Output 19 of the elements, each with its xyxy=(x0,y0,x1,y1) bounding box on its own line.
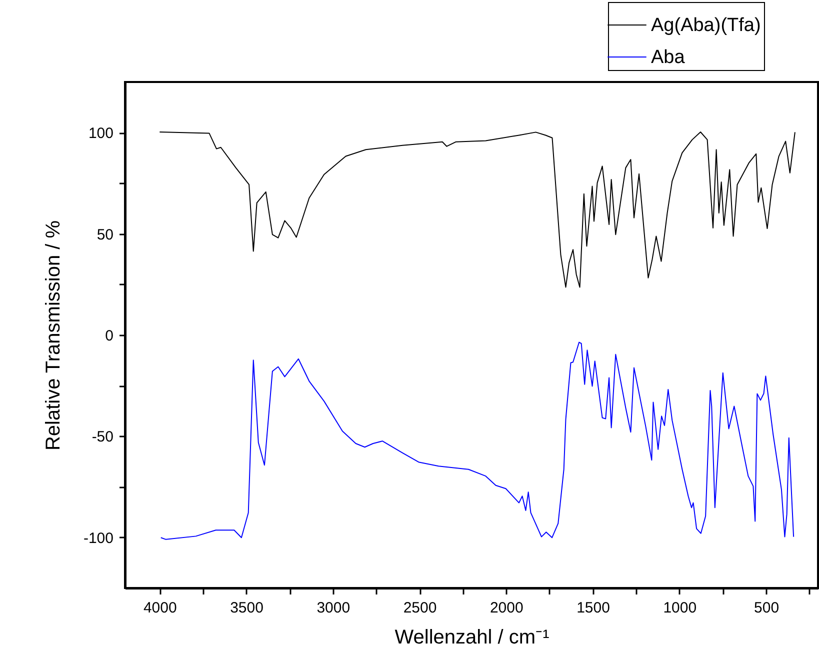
x-tick-label: 2500 xyxy=(403,600,437,616)
y-tick-label: 50 xyxy=(96,226,114,244)
legend-label: Ag(Aba)(Tfa) xyxy=(651,15,761,36)
legend-label: Aba xyxy=(651,47,686,68)
x-tick-label: 3000 xyxy=(316,600,350,616)
x-tick-label: 500 xyxy=(754,600,780,616)
x-tick-label: 3500 xyxy=(230,600,264,616)
x-axis-title: Wellenzahl / cm⁻¹ xyxy=(394,626,550,648)
line-series xyxy=(160,342,794,540)
x-tick-label: 1500 xyxy=(576,600,610,616)
x-tick-label: 2000 xyxy=(490,600,524,616)
y-axis-title: Relative Transmission / % xyxy=(42,220,64,451)
y-tick-label: -100 xyxy=(83,530,114,547)
y-tick-label: 0 xyxy=(105,328,114,344)
y-tick-label: 100 xyxy=(88,125,114,142)
x-tick-label: 1000 xyxy=(663,600,697,616)
line-series xyxy=(159,131,796,288)
x-tick-label: 4000 xyxy=(143,600,177,616)
y-tick-label: -50 xyxy=(92,428,114,446)
